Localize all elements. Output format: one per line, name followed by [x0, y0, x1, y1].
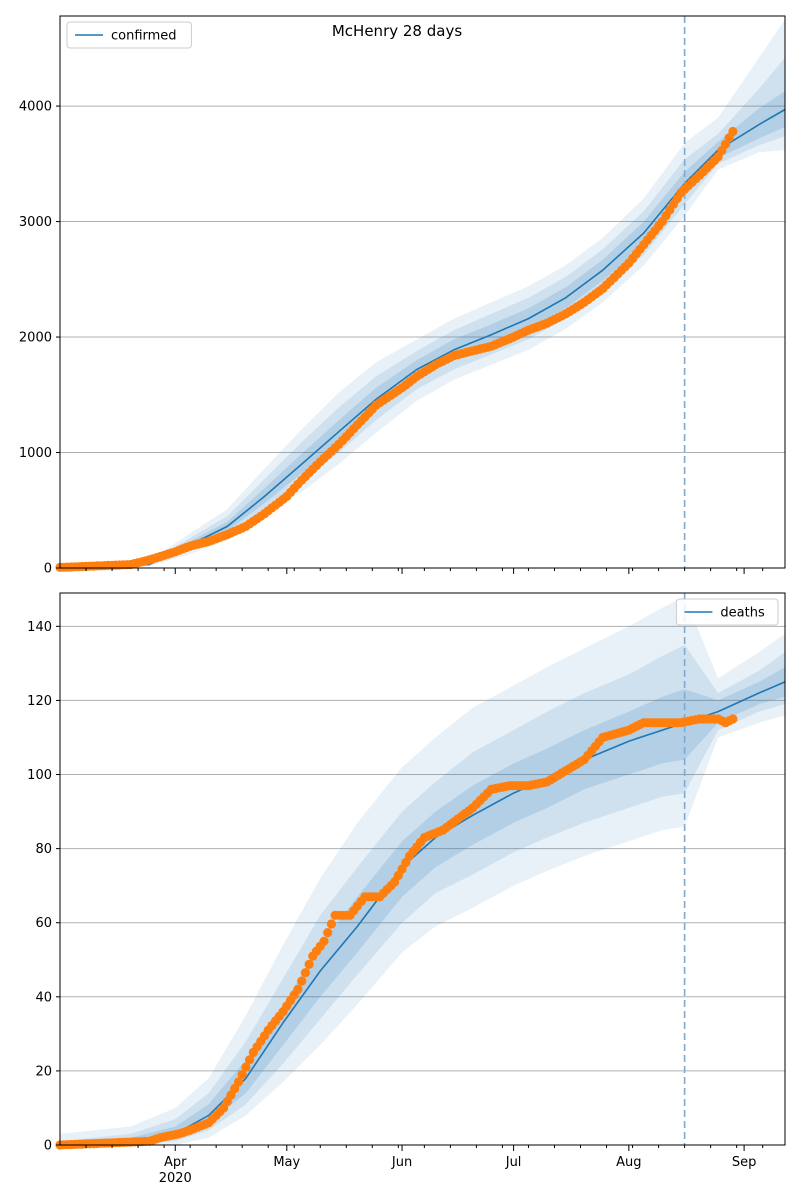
- y-tick-label: 3000: [19, 215, 52, 230]
- observed-point: [728, 126, 738, 137]
- observed-point: [245, 1055, 255, 1065]
- observed-point: [300, 968, 310, 978]
- y-tick-label: 2000: [19, 331, 52, 346]
- y-tick-label: 20: [35, 1064, 52, 1079]
- axes-frame: [59, 15, 786, 569]
- x-year-label: 2020: [159, 1171, 192, 1186]
- y-tick-label: 4000: [19, 100, 52, 115]
- y-tick-label: 0: [44, 562, 52, 577]
- observed-point: [326, 919, 336, 929]
- observed-point: [297, 976, 307, 986]
- x-tick-label: Apr: [164, 1155, 187, 1170]
- observed-point: [304, 959, 314, 970]
- x-tick-label: Jul: [505, 1155, 522, 1170]
- figure-title: McHenry 28 days: [331, 22, 463, 40]
- y-tick-label: 40: [35, 990, 52, 1005]
- observed-point: [319, 936, 329, 946]
- x-tick-label: Sep: [732, 1155, 757, 1170]
- y-tick-label: 0: [44, 1139, 52, 1154]
- legend-label: deaths: [720, 606, 765, 621]
- legend-label: confirmed: [111, 29, 177, 44]
- uncertainty-band: [60, 19, 785, 568]
- x-tick-label: Aug: [616, 1155, 641, 1170]
- y-tick-label: 100: [27, 768, 52, 783]
- observed-point: [237, 1070, 247, 1080]
- y-tick-label: 80: [35, 842, 52, 857]
- x-tick-label: Jun: [391, 1155, 412, 1170]
- legend-box: [675, 598, 779, 626]
- observed-point: [241, 1062, 251, 1072]
- observed-point: [233, 1077, 244, 1087]
- uncertainty-band: [60, 644, 785, 1145]
- axes-frame: [59, 592, 786, 1146]
- y-tick-label: 60: [35, 916, 52, 931]
- observed-point: [323, 928, 333, 938]
- legend-box: [66, 21, 192, 49]
- y-tick-label: 1000: [19, 446, 52, 461]
- x-tick-label: May: [273, 1155, 300, 1170]
- y-tick-label: 140: [27, 620, 52, 635]
- observed-point: [293, 984, 303, 995]
- y-tick-label: 120: [27, 694, 52, 709]
- deaths-panel: 0 20 40 60 80 100 120 140 Apr May Jun Jul Aug Sep 2020…: [27, 592, 786, 1186]
- confirmed-panel: 0 1000 2000 3000 4000 confirmed: [19, 15, 786, 577]
- uncertainty-band: [60, 57, 785, 568]
- observed-point: [728, 714, 738, 724]
